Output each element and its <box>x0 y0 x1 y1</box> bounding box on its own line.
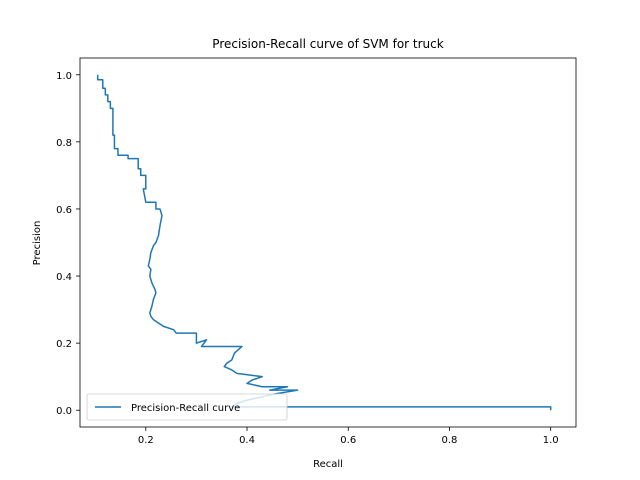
pr-curve-line <box>96 74 552 411</box>
x-tick-label: 0.4 <box>239 435 255 446</box>
y-tick-label: 0.6 <box>56 205 72 216</box>
axes-frame <box>79 57 577 428</box>
y-tick-label: 0.8 <box>56 138 72 149</box>
y-tick-label: 1.0 <box>56 71 72 82</box>
legend-label: Precision-Recall curve <box>131 403 240 414</box>
x-tick-label: 0.6 <box>340 435 356 446</box>
legend-box <box>86 393 288 421</box>
chart-title: Precision-Recall curve of SVM for truck <box>212 37 443 51</box>
y-tick-label: 0.0 <box>56 406 72 417</box>
y-tick-label: 0.4 <box>56 272 72 283</box>
x-axis-label: Recall <box>313 459 343 470</box>
y-tick-label: 0.2 <box>56 339 72 350</box>
x-tick-label: 0.8 <box>442 435 458 446</box>
x-tick-label: 0.2 <box>138 435 154 446</box>
plot-area: 0.2 0.4 0.6 0.8 1.0 0.0 0.2 0.4 0.6 0.8 1.0 Precisi… <box>56 57 577 446</box>
x-tick-label: 1.0 <box>543 435 559 446</box>
y-axis-label: Precision <box>32 221 43 266</box>
